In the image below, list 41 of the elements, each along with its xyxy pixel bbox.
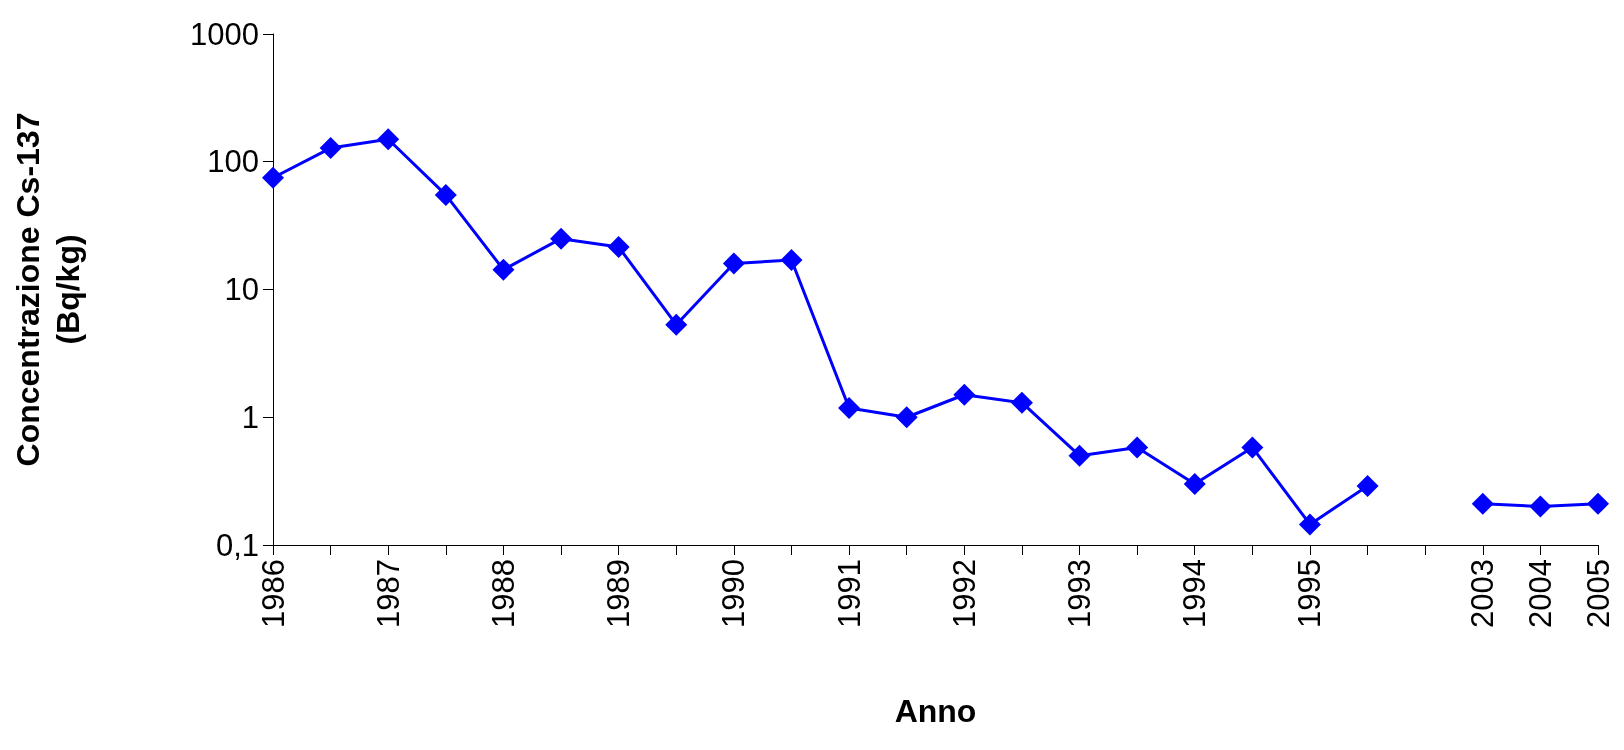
point — [1356, 474, 1379, 497]
y-tick-label: 1 — [241, 399, 259, 435]
point — [895, 406, 918, 429]
point — [319, 137, 342, 160]
point — [550, 227, 573, 250]
y-tick-label: 1000 — [190, 16, 259, 52]
x-axis-title: Anno — [894, 693, 977, 729]
x-tick-label: 1988 — [485, 559, 521, 628]
point — [1010, 391, 1033, 414]
x-tick-label: 1992 — [946, 559, 982, 628]
point — [607, 236, 630, 259]
x-tick-label: 1991 — [831, 559, 867, 628]
point — [722, 252, 745, 275]
point — [262, 166, 284, 189]
point — [1471, 492, 1494, 515]
x-tick-label: 2004 — [1522, 559, 1558, 628]
x-tick-label: 1993 — [1062, 559, 1098, 628]
point — [838, 397, 861, 420]
point — [665, 313, 688, 336]
point — [1241, 436, 1264, 459]
point — [780, 249, 803, 272]
point — [1068, 444, 1091, 467]
x-tick-label: 2005 — [1580, 559, 1616, 628]
x-tick-label: 1994 — [1177, 559, 1213, 628]
point — [1183, 473, 1206, 496]
point — [953, 383, 976, 406]
point — [1529, 495, 1552, 518]
x-tick-label: 1990 — [716, 559, 752, 628]
x-tick-label: 1995 — [1292, 559, 1328, 628]
x-tick-label: 1987 — [370, 559, 406, 628]
y-tick-label: 10 — [224, 272, 259, 307]
y-tick-label: 100 — [207, 144, 259, 180]
x-tick-label: 1989 — [601, 559, 637, 628]
point — [1298, 513, 1321, 536]
point — [492, 258, 515, 281]
y-axis-title: Concentrazione Cs-137 (Bq/kg) — [10, 112, 86, 467]
x-tick-label: 2003 — [1465, 559, 1501, 628]
point — [434, 183, 457, 206]
point — [1587, 492, 1609, 515]
point — [377, 128, 400, 151]
point — [1126, 436, 1149, 459]
